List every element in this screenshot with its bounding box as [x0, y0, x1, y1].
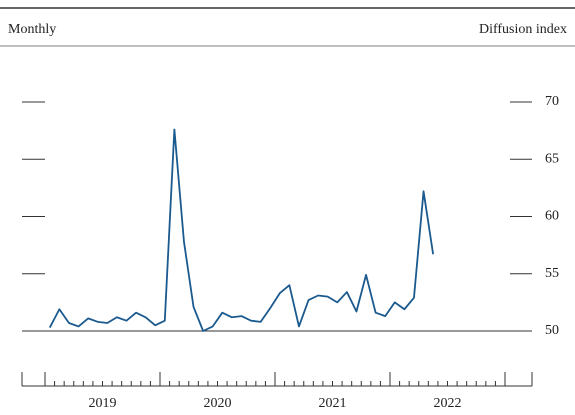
- x-tick-label: 2022: [434, 396, 462, 411]
- y-tick-label: 50: [545, 323, 559, 338]
- y-tick-label: 60: [545, 209, 559, 224]
- y-tick-label: 55: [545, 266, 559, 281]
- y-tick-label: 70: [545, 94, 559, 109]
- y-tick-label: 65: [545, 151, 559, 166]
- x-tick-label: 2019: [89, 396, 117, 411]
- left-label: Monthly: [8, 22, 56, 37]
- right-label: Diffusion index: [479, 22, 567, 37]
- x-tick-label: 2021: [319, 396, 347, 411]
- data-line: [48, 128, 435, 332]
- x-tick-label: 2020: [204, 396, 232, 411]
